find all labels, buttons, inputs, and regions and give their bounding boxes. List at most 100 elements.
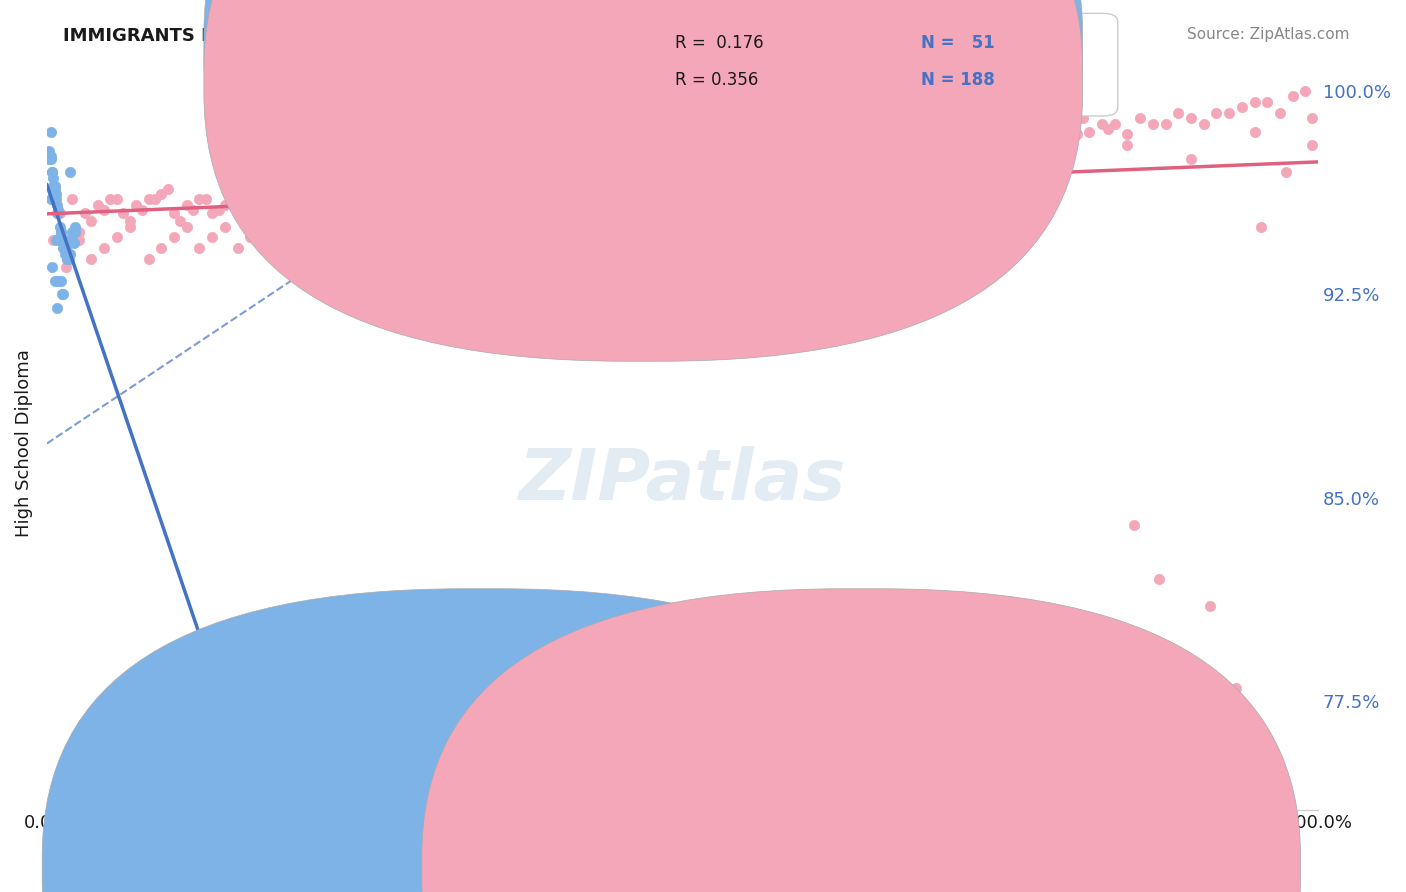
Point xyxy=(1071,111,1094,125)
Point xyxy=(49,274,72,288)
Point xyxy=(963,128,986,142)
Point xyxy=(67,225,90,239)
Point xyxy=(894,144,917,158)
Point xyxy=(710,154,733,169)
Text: Source: ZipAtlas.com: Source: ZipAtlas.com xyxy=(1187,27,1350,42)
Point xyxy=(55,260,77,275)
Point xyxy=(59,246,82,260)
Point xyxy=(1230,100,1253,114)
Point xyxy=(264,193,287,207)
Point xyxy=(1199,599,1222,614)
Point xyxy=(456,198,478,212)
Point xyxy=(1066,128,1088,142)
Point xyxy=(817,154,839,169)
Point xyxy=(56,252,79,266)
Point xyxy=(811,154,834,169)
Point xyxy=(378,209,401,223)
Point xyxy=(125,198,148,212)
Point xyxy=(589,165,612,179)
Point xyxy=(46,301,69,315)
Point xyxy=(284,203,307,218)
Text: IMMIGRANTS FROM COSTA RICA VS GERMAN HIGH SCHOOL DIPLOMA CORRELATION CHART: IMMIGRANTS FROM COSTA RICA VS GERMAN HIG… xyxy=(63,27,981,45)
Point xyxy=(60,233,83,247)
Point xyxy=(671,160,693,174)
Point xyxy=(614,176,637,190)
Point xyxy=(569,178,592,193)
Point xyxy=(62,235,84,250)
Point xyxy=(481,165,503,179)
Point xyxy=(519,178,541,193)
Point xyxy=(38,144,60,158)
Point xyxy=(970,133,993,147)
Point xyxy=(176,198,198,212)
Y-axis label: High School Diploma: High School Diploma xyxy=(15,350,32,537)
Point xyxy=(45,193,67,207)
Point xyxy=(1028,125,1050,139)
Point xyxy=(1046,122,1069,136)
Point xyxy=(118,214,141,228)
Point xyxy=(188,193,211,207)
Point xyxy=(264,241,287,255)
Point xyxy=(112,206,135,220)
Point xyxy=(564,176,586,190)
Point xyxy=(156,181,179,195)
Point xyxy=(837,144,859,158)
Point xyxy=(1053,165,1076,179)
Point xyxy=(620,165,643,179)
Point xyxy=(887,144,910,158)
Point xyxy=(792,144,814,158)
Point xyxy=(63,219,86,234)
Point xyxy=(1147,572,1170,586)
Point xyxy=(48,219,70,234)
Point xyxy=(226,241,249,255)
Point xyxy=(633,165,655,179)
Point xyxy=(582,165,605,179)
Point xyxy=(824,144,846,158)
Point xyxy=(60,193,83,207)
Point xyxy=(246,193,269,207)
Point xyxy=(42,170,65,185)
Point xyxy=(67,233,90,247)
Point xyxy=(232,203,254,218)
Point xyxy=(1192,116,1215,130)
Point xyxy=(595,170,617,185)
Point xyxy=(80,214,103,228)
Point xyxy=(849,152,872,166)
Point xyxy=(59,165,82,179)
Point xyxy=(80,252,103,266)
Point xyxy=(52,287,75,301)
Point xyxy=(494,170,516,185)
Point xyxy=(49,225,72,239)
Point xyxy=(481,187,503,202)
Point xyxy=(938,138,960,153)
Point xyxy=(1078,125,1101,139)
Point xyxy=(950,133,973,147)
Point xyxy=(1167,105,1189,120)
Point xyxy=(105,230,128,244)
Point xyxy=(1268,105,1291,120)
Point xyxy=(683,165,706,179)
Point xyxy=(862,165,884,179)
Point xyxy=(41,165,63,179)
Point xyxy=(1142,116,1164,130)
Point xyxy=(506,176,529,190)
Point xyxy=(44,181,66,195)
Point xyxy=(302,219,325,234)
Point xyxy=(988,152,1011,166)
Point xyxy=(1256,95,1278,109)
Point xyxy=(44,193,66,207)
Text: R =  0.176: R = 0.176 xyxy=(675,34,763,52)
Point xyxy=(45,187,67,202)
Point xyxy=(671,206,693,220)
Point xyxy=(39,152,62,166)
Point xyxy=(118,219,141,234)
Point xyxy=(716,154,738,169)
Point xyxy=(735,193,758,207)
Point xyxy=(1174,653,1197,667)
Point xyxy=(277,206,299,220)
Point xyxy=(1040,116,1063,130)
Text: R = 0.356: R = 0.356 xyxy=(675,71,758,89)
Point xyxy=(1243,95,1265,109)
Point xyxy=(862,154,884,169)
Point xyxy=(48,233,70,247)
